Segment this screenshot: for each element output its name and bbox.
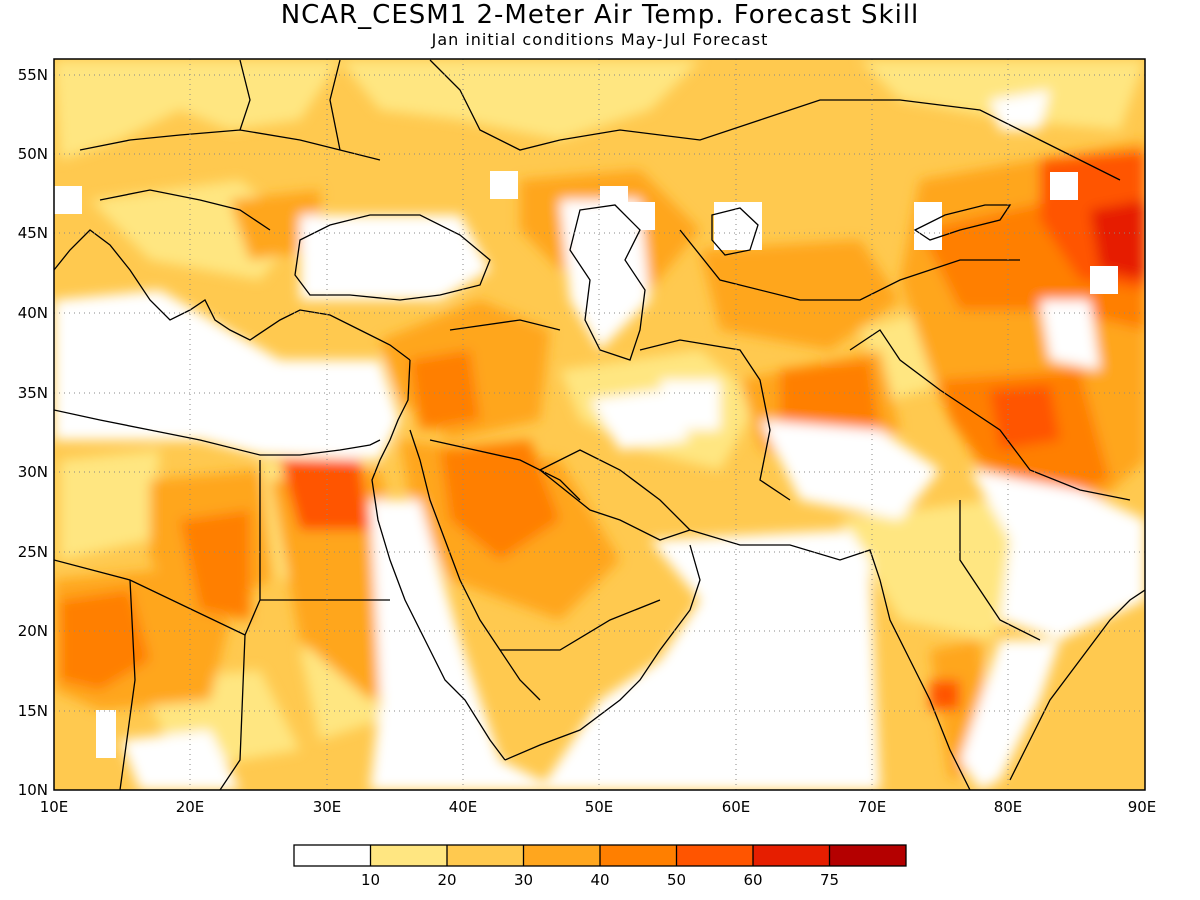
lat-tick-label: 15N — [18, 702, 48, 720]
lon-tick-label: 60E — [722, 798, 751, 816]
map-frame — [53, 58, 1146, 791]
lat-tick-label: 55N — [18, 66, 48, 84]
colorbar-swatch — [447, 845, 524, 866]
lon-tick-label: 50E — [585, 798, 614, 816]
lon-axis: 10E 20E 30E 40E 50E 60E 70E 80E 90E — [40, 798, 1157, 816]
lat-tick-label: 25N — [18, 543, 48, 561]
colorbar-swatch — [753, 845, 830, 866]
colorbar-label: 60 — [743, 871, 762, 889]
colorbar: 10 20 30 40 50 60 75 — [293, 844, 907, 889]
colorbar-label: 30 — [514, 871, 533, 889]
lat-tick-label: 20N — [18, 622, 48, 640]
lat-tick-label: 50N — [18, 145, 48, 163]
colorbar-swatch — [523, 845, 600, 866]
colorbar-swatch — [600, 845, 677, 866]
coastlines-borders — [54, 59, 1145, 790]
lat-axis: 55N 50N 45N 40N 35N 30N 25N 20N 15N 10N — [18, 66, 48, 799]
lon-tick-label: 90E — [1128, 798, 1157, 816]
colorbar-swatch — [829, 845, 906, 866]
colorbar-label: 20 — [437, 871, 456, 889]
map-subtitle: Jan initial conditions May-Jul Forecast — [431, 30, 769, 49]
lat-tick-label: 35N — [18, 384, 48, 402]
map-title: NCAR_CESM1 2-Meter Air Temp. Forecast Sk… — [280, 0, 920, 30]
lat-tick-label: 30N — [18, 463, 48, 481]
lon-tick-label: 70E — [858, 798, 887, 816]
colorbar-label: 40 — [590, 871, 609, 889]
lon-tick-label: 80E — [994, 798, 1023, 816]
colorbar-swatch — [294, 845, 371, 866]
lon-tick-label: 10E — [40, 798, 69, 816]
colorbar-label: 75 — [820, 871, 839, 889]
colorbar-swatch — [370, 845, 447, 866]
lon-tick-label: 20E — [176, 798, 205, 816]
lon-tick-label: 30E — [313, 798, 342, 816]
graticule — [54, 59, 1145, 790]
colorbar-label: 50 — [667, 871, 686, 889]
colorbar-label: 10 — [361, 871, 380, 889]
lon-tick-label: 40E — [449, 798, 478, 816]
lat-tick-label: 40N — [18, 304, 48, 322]
lat-tick-label: 45N — [18, 224, 48, 242]
lat-tick-label: 10N — [18, 781, 48, 799]
colorbar-swatch — [676, 845, 753, 866]
